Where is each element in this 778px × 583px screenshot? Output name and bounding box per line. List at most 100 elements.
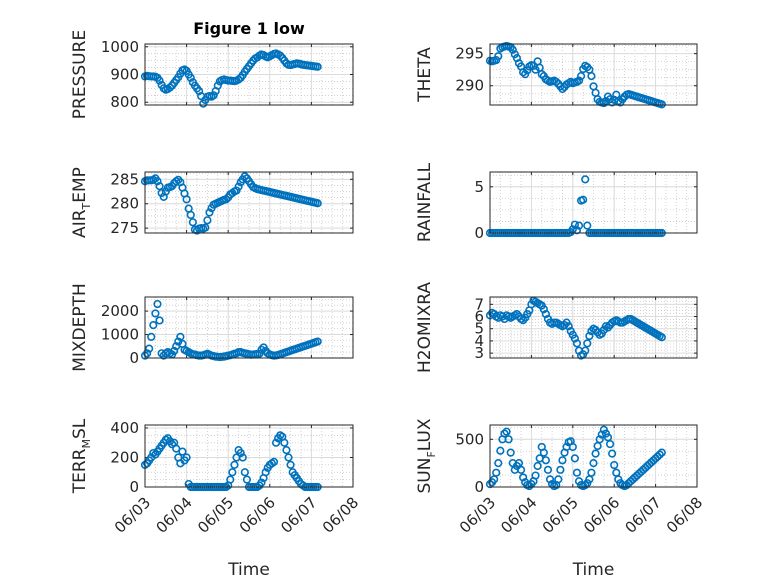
data-point [657,333,666,342]
data-point [587,468,596,477]
data-series [485,41,666,109]
data-point [205,208,214,217]
y-tick-label: 0 [129,478,139,496]
y-axis-label: SUNFLUX [415,418,438,493]
data-point [543,465,553,474]
data-point [519,473,528,482]
subplot-p4: 0 5 RAINFALL [415,162,698,242]
data-point [284,453,293,462]
y-tick-label: 200 [110,448,139,466]
data-point [579,195,588,204]
y-tick-label: 3 [474,344,484,362]
data-point [541,456,550,465]
data-point [280,438,289,447]
data-point [533,461,542,471]
data-point [556,465,565,474]
data-series [485,296,666,360]
y-axis-label: AIRTEMP [70,167,93,238]
data-point [242,475,252,484]
data-point [172,444,181,453]
y-tick-label: 1000 [101,38,139,56]
data-point [240,468,249,477]
y-tick-label: 285 [110,170,139,188]
data-point [519,68,528,77]
data-point [558,84,567,94]
data-point [238,453,247,462]
data-point [145,344,154,353]
y-tick-label: 4 [474,332,484,350]
data-point [286,460,295,469]
y-tick-label: 1000 [101,326,139,344]
data-point [608,449,617,458]
data-point [541,309,550,319]
data-point [153,299,162,309]
data-point [188,218,197,227]
data-point [201,223,210,232]
data-point [494,52,503,61]
y-axis-label: THETA [415,47,435,103]
data-point [545,475,555,484]
data-point [568,442,577,452]
data-point [176,332,185,341]
data-point [657,100,666,109]
axes-box [144,43,354,106]
data-point [589,459,598,468]
data-point [186,73,195,82]
y-tick-label: 900 [110,66,139,84]
data-point [655,450,664,459]
data-point [203,216,212,225]
y-tick-label: 7 [474,295,484,313]
data-point [506,448,515,457]
axes-box [489,171,698,234]
data-point [525,481,534,491]
data-point [539,305,548,314]
data-point [234,182,243,191]
data-point [236,448,245,458]
y-tick-label: 2000 [101,302,139,320]
data-point [213,81,222,90]
data-point [226,475,235,484]
subplot-p2: 290 295 THETA [415,41,698,109]
minor-grid [489,172,698,234]
y-axis-label: H2OMIXRA [415,282,435,373]
data-point [531,65,540,74]
data-point [581,175,590,184]
data-point [574,221,584,230]
data-point [155,76,164,85]
y-tick-label: 295 [455,45,484,63]
data-point [165,83,175,92]
data-point [539,448,548,457]
data-point [222,195,231,204]
data-point [570,454,579,463]
data-point [149,321,158,330]
y-axis-label: RAINFALL [415,162,435,242]
axes-box [489,424,698,488]
data-point [271,438,281,447]
y-tick-label: 5 [474,178,484,196]
data-point [587,72,596,81]
data-point [574,76,584,85]
data-point [605,439,615,449]
data-point [313,62,322,71]
y-axis-label: TERRMSL [70,418,93,494]
data-point [151,309,160,318]
data-series [485,425,666,491]
y-tick-label: 6 [474,308,484,326]
data-point [228,468,237,477]
data-point [240,172,249,181]
data-point [182,195,191,204]
data-point [282,445,291,455]
data-point [585,331,594,341]
data-point [174,337,183,346]
data-point [552,77,561,86]
y-tick-label: 0 [129,349,139,367]
data-point [581,346,590,355]
data-point [261,468,270,477]
data-point [572,226,582,235]
y-tick-label: 0 [474,224,484,242]
data-point [581,480,590,490]
subplot-p5: 0 1000 2000 MIXDEPTH [70,283,354,372]
y-tick-label: 400 [110,419,139,437]
